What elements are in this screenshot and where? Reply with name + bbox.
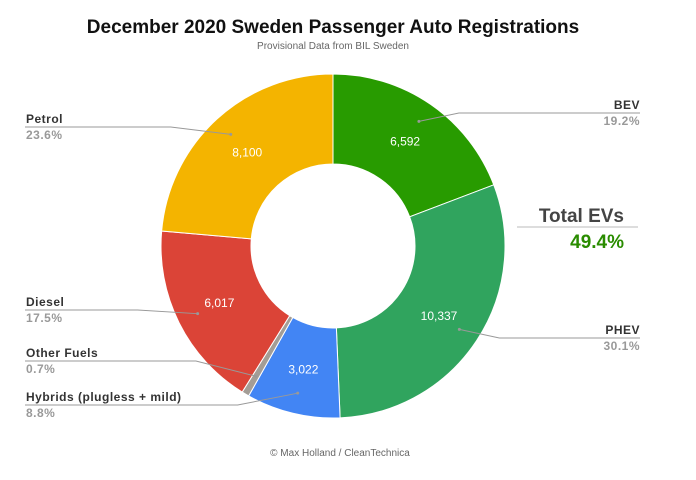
value-label-phev: 10,337 [421, 309, 458, 323]
category-label-other-fuels: Other Fuels [26, 346, 98, 360]
chart-title: December 2020 Sweden Passenger Auto Regi… [87, 17, 579, 38]
percent-label-petrol: 23.6% [26, 128, 63, 142]
annotation-label: Total EVs [539, 206, 624, 227]
category-label-phev: PHEV [605, 323, 640, 337]
annotation-value: 49.4% [570, 232, 624, 253]
leader-line-hybrids-plugless-mild [25, 392, 298, 406]
leader-dot-diesel [196, 312, 200, 316]
value-label-petrol: 8,100 [232, 145, 262, 159]
chart-subtitle: Provisional Data from BIL Sweden [257, 41, 409, 52]
leader-dot-bev [417, 119, 421, 123]
percent-label-bev: 19.2% [603, 114, 640, 128]
leader-line-bev [418, 112, 640, 122]
slice-phev [335, 184, 506, 419]
percent-label-hybrids-plugless-mild: 8.8% [26, 406, 55, 420]
category-label-petrol: Petrol [26, 112, 63, 126]
percent-label-other-fuels: 0.7% [26, 362, 55, 376]
slice-petrol [161, 73, 334, 240]
leader-dot-petrol [229, 132, 233, 136]
leader-dot-hybrids-plugless-mild [296, 391, 300, 395]
slice-diesel [160, 230, 291, 393]
chart-credit: © Max Holland / CleanTechnica [270, 448, 410, 459]
category-label-hybrids-plugless-mild: Hybrids (plugless + mild) [26, 390, 182, 404]
leader-line-petrol [25, 126, 231, 135]
value-label-diesel: 6,017 [204, 296, 234, 310]
leader-line-diesel [25, 309, 198, 315]
leader-dot-phev [457, 327, 461, 331]
leader-line-phev [459, 328, 640, 339]
category-label-diesel: Diesel [26, 295, 64, 309]
value-label-bev: 6,592 [390, 134, 420, 148]
percent-label-diesel: 17.5% [26, 311, 63, 325]
leader-line-other-fuels [25, 360, 257, 377]
leader-dot-other-fuels [254, 374, 258, 378]
slice-bev [332, 73, 495, 218]
value-label-hybrids-plugless-mild: 3,022 [288, 362, 318, 376]
category-label-bev: BEV [614, 98, 640, 112]
percent-label-phev: 30.1% [603, 339, 640, 353]
